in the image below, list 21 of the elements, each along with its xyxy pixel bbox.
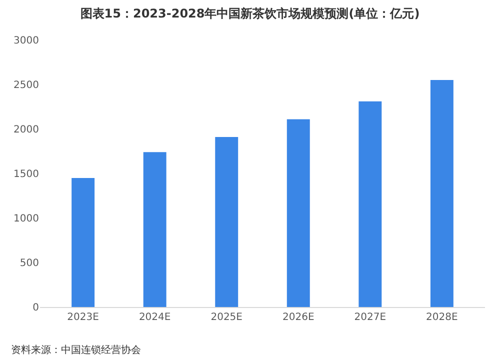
text: 资料来源：中国连锁经营协会 xyxy=(11,344,141,356)
y-tick-label: 1500 xyxy=(14,169,39,180)
y-tick-label: 3000 xyxy=(14,36,39,46)
x-tick-label: 2028E xyxy=(426,312,458,323)
y-tick-label: 2000 xyxy=(14,124,39,136)
y-tick-label: 2500 xyxy=(14,80,39,91)
x-tick-label: 2023E xyxy=(67,312,99,323)
bar xyxy=(430,80,454,307)
chart-title: 图表15：2023-2028年中国新茶饮市场规模预测(单位：亿元) xyxy=(80,6,420,20)
y-tick-label: 500 xyxy=(20,258,39,269)
x-tick-label: 2026E xyxy=(282,312,314,323)
bar xyxy=(286,119,310,307)
y-tick-label: 0 xyxy=(32,302,39,314)
bar xyxy=(215,137,238,307)
bar xyxy=(143,152,166,307)
y-tick-label: 1000 xyxy=(14,214,39,224)
x-tick-label: 2025E xyxy=(210,312,242,323)
x-tick-label: 2027E xyxy=(354,312,386,323)
bar xyxy=(72,178,95,307)
bar xyxy=(358,101,382,307)
x-tick-label: 2024E xyxy=(138,312,171,323)
